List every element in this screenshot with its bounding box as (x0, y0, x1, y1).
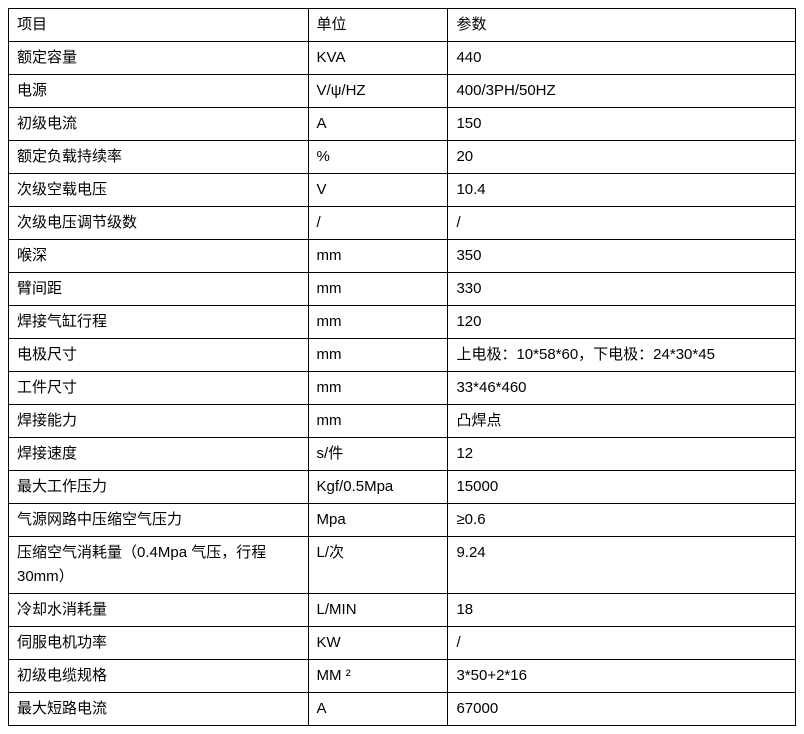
cell-item: 冷却水消耗量 (9, 594, 309, 627)
table-row: 次级空载电压 V 10.4 (9, 174, 796, 207)
cell-param: 67000 (448, 693, 796, 726)
cell-unit: V (308, 174, 448, 207)
table-row: 初级电流 A 150 (9, 108, 796, 141)
table-row: 伺服电机功率 KW / (9, 627, 796, 660)
cell-item: 喉深 (9, 240, 309, 273)
cell-unit: Mpa (308, 504, 448, 537)
cell-unit: mm (308, 273, 448, 306)
cell-param: 9.24 (448, 537, 796, 594)
table-row: 焊接气缸行程 mm 120 (9, 306, 796, 339)
cell-item: 焊接能力 (9, 405, 309, 438)
table-row: 焊接能力 mm 凸焊点 (9, 405, 796, 438)
cell-item: 次级电压调节级数 (9, 207, 309, 240)
table-header-row: 项目 单位 参数 (9, 9, 796, 42)
header-cell-item: 项目 (9, 9, 309, 42)
cell-param: / (448, 627, 796, 660)
cell-param: 上电极：10*58*60，下电极：24*30*45 (448, 339, 796, 372)
table-row: 焊接速度 s/件 12 (9, 438, 796, 471)
cell-param: 12 (448, 438, 796, 471)
table-row: 冷却水消耗量 L/MIN 18 (9, 594, 796, 627)
cell-unit: KVA (308, 42, 448, 75)
cell-item: 最大短路电流 (9, 693, 309, 726)
cell-param: 400/3PH/50HZ (448, 75, 796, 108)
cell-param: 3*50+2*16 (448, 660, 796, 693)
cell-unit: % (308, 141, 448, 174)
table-row: 额定负载持续率 % 20 (9, 141, 796, 174)
cell-param: 150 (448, 108, 796, 141)
cell-unit: mm (308, 339, 448, 372)
cell-param: 15000 (448, 471, 796, 504)
table-row: 压缩空气消耗量（0.4Mpa 气压，行程 30mm） L/次 9.24 (9, 537, 796, 594)
cell-param: 20 (448, 141, 796, 174)
table-row: 喉深 mm 350 (9, 240, 796, 273)
cell-unit: Kgf/0.5Mpa (308, 471, 448, 504)
cell-unit: s/件 (308, 438, 448, 471)
cell-unit: A (308, 108, 448, 141)
cell-item: 气源网路中压缩空气压力 (9, 504, 309, 537)
cell-item: 额定容量 (9, 42, 309, 75)
cell-param: 330 (448, 273, 796, 306)
cell-unit: A (308, 693, 448, 726)
cell-item: 压缩空气消耗量（0.4Mpa 气压，行程 30mm） (9, 537, 309, 594)
cell-item: 次级空载电压 (9, 174, 309, 207)
cell-unit: L/次 (308, 537, 448, 594)
cell-unit: / (308, 207, 448, 240)
cell-unit: mm (308, 405, 448, 438)
cell-param: 120 (448, 306, 796, 339)
cell-item: 焊接气缸行程 (9, 306, 309, 339)
cell-param: 33*46*460 (448, 372, 796, 405)
table-row: 初级电缆规格 MM ² 3*50+2*16 (9, 660, 796, 693)
cell-unit: mm (308, 240, 448, 273)
cell-param: 18 (448, 594, 796, 627)
cell-unit: mm (308, 306, 448, 339)
cell-item: 伺服电机功率 (9, 627, 309, 660)
cell-item: 最大工作压力 (9, 471, 309, 504)
cell-param: 350 (448, 240, 796, 273)
cell-item: 臂间距 (9, 273, 309, 306)
table-row: 最大短路电流 A 67000 (9, 693, 796, 726)
cell-unit: mm (308, 372, 448, 405)
header-cell-unit: 单位 (308, 9, 448, 42)
cell-unit: L/MIN (308, 594, 448, 627)
cell-unit: MM ² (308, 660, 448, 693)
table-row: 电极尺寸 mm 上电极：10*58*60，下电极：24*30*45 (9, 339, 796, 372)
cell-item: 额定负载持续率 (9, 141, 309, 174)
cell-param: 10.4 (448, 174, 796, 207)
header-cell-param: 参数 (448, 9, 796, 42)
table-row: 臂间距 mm 330 (9, 273, 796, 306)
table-row: 气源网路中压缩空气压力 Mpa ≥0.6 (9, 504, 796, 537)
spec-table: 项目 单位 参数 额定容量 KVA 440 电源 V/ψ/HZ 400/3PH/… (8, 8, 796, 726)
cell-item: 初级电缆规格 (9, 660, 309, 693)
cell-param: ≥0.6 (448, 504, 796, 537)
table-row: 最大工作压力 Kgf/0.5Mpa 15000 (9, 471, 796, 504)
cell-item: 电源 (9, 75, 309, 108)
table-row: 工件尺寸 mm 33*46*460 (9, 372, 796, 405)
table-row: 额定容量 KVA 440 (9, 42, 796, 75)
cell-unit: V/ψ/HZ (308, 75, 448, 108)
table-body: 项目 单位 参数 额定容量 KVA 440 电源 V/ψ/HZ 400/3PH/… (9, 9, 796, 726)
cell-param: / (448, 207, 796, 240)
cell-param: 440 (448, 42, 796, 75)
table-row: 电源 V/ψ/HZ 400/3PH/50HZ (9, 75, 796, 108)
table-row: 次级电压调节级数 / / (9, 207, 796, 240)
cell-item: 初级电流 (9, 108, 309, 141)
cell-param: 凸焊点 (448, 405, 796, 438)
cell-item: 工件尺寸 (9, 372, 309, 405)
cell-item: 电极尺寸 (9, 339, 309, 372)
cell-unit: KW (308, 627, 448, 660)
cell-item: 焊接速度 (9, 438, 309, 471)
